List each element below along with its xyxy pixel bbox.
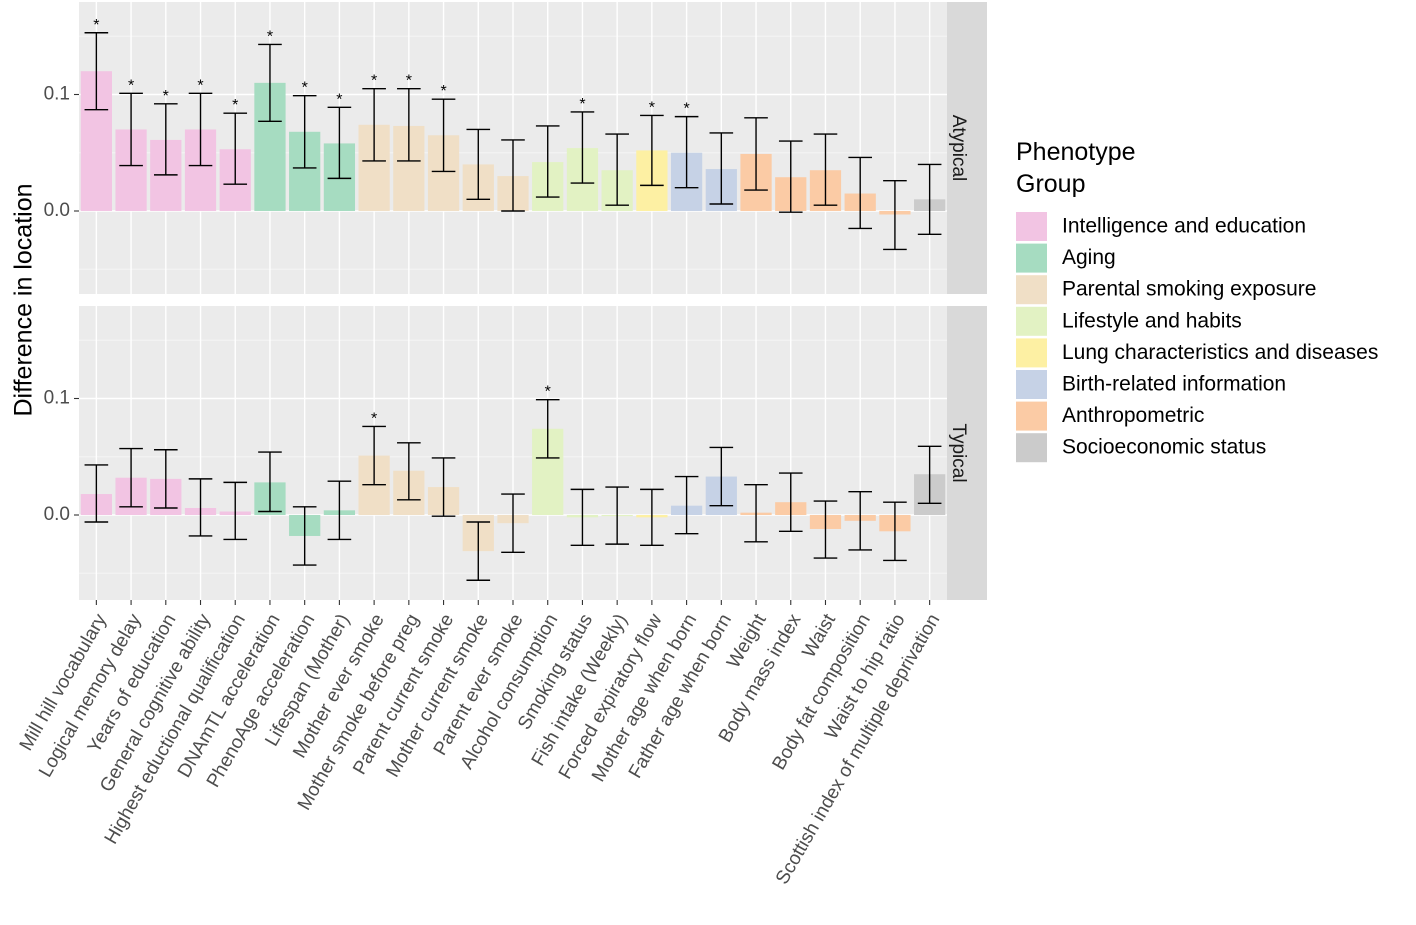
significance-star-atypical: *	[128, 77, 134, 94]
legend-swatch	[1016, 370, 1047, 399]
legend: Phenotype Group Intelligence and educati…	[1016, 138, 1378, 463]
significance-star-atypical: *	[371, 73, 377, 90]
legend-swatch	[1016, 401, 1047, 431]
legend-label: Anthropometric	[1062, 404, 1204, 427]
significance-star-atypical: *	[336, 91, 342, 108]
legend-label: Aging	[1062, 246, 1116, 269]
legend-title-line-1: Phenotype	[1016, 138, 1136, 166]
error-bars	[84, 32, 942, 581]
significance-star-atypical: *	[406, 73, 412, 90]
significance-star-atypical: *	[440, 83, 446, 100]
legend-swatch	[1016, 433, 1047, 463]
legend-swatch	[1016, 212, 1047, 241]
legend-label: Lifestyle and habits	[1062, 309, 1242, 332]
legend-swatch	[1016, 243, 1047, 273]
significance-star-typical: *	[371, 410, 377, 427]
strip-typical-background	[947, 306, 987, 600]
legend-swatch	[1016, 338, 1047, 368]
y-axis-label: Difference in location	[10, 183, 38, 416]
significance-star-atypical: *	[649, 99, 655, 116]
strip-label-typical: Typical	[948, 423, 969, 482]
significance-star-atypical: *	[93, 17, 99, 34]
legend-label: Intelligence and education	[1062, 215, 1306, 238]
legend-swatch	[1016, 306, 1047, 336]
significance-star-atypical: *	[163, 88, 169, 105]
significance-star-atypical: *	[197, 77, 203, 94]
legend-label: Parental smoking exposure	[1062, 278, 1316, 301]
y-tick-label-typical: 0.1	[44, 388, 70, 409]
significance-star-atypical: *	[232, 97, 238, 114]
significance-star-atypical: *	[683, 101, 689, 118]
significance-star-atypical: *	[267, 28, 273, 45]
significance-markers: * * * * * * * * * * * * * * * *	[93, 17, 689, 428]
legend-swatch	[1016, 275, 1047, 305]
strip-atypical-background	[947, 2, 987, 294]
legend-label: Lung characteristics and diseases	[1062, 341, 1378, 364]
significance-star-typical: *	[545, 384, 551, 401]
strip-label-atypical: Atypical	[948, 115, 969, 182]
significance-star-atypical: *	[579, 96, 585, 113]
y-tick-label-atypical: 0.1	[44, 84, 70, 105]
significance-star-atypical: *	[302, 80, 308, 97]
y-tick-label-atypical: 0.0	[44, 200, 70, 221]
y-tick-label-typical: 0.0	[44, 504, 70, 525]
legend-label: Socioeconomic status	[1062, 436, 1266, 459]
legend-label: Birth-related information	[1062, 373, 1286, 396]
legend-title-line-2: Group	[1016, 170, 1085, 198]
